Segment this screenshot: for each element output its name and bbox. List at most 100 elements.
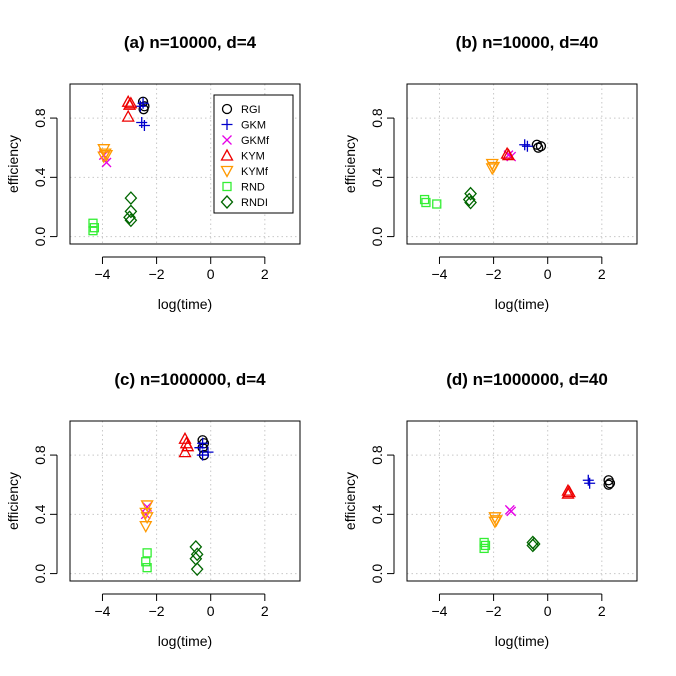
- series-rnd: [419, 194, 442, 209]
- data-point-kym: [561, 486, 575, 499]
- series-rnd: [479, 537, 491, 554]
- x-tick-label: −2: [149, 266, 165, 282]
- y-axis-label: efficiency: [342, 472, 358, 530]
- data-point-kym: [124, 96, 138, 109]
- data-point-rndi: [464, 195, 477, 210]
- x-axis-label: log(time): [495, 296, 549, 312]
- data-point-rnd: [432, 199, 442, 209]
- data-point-kym: [501, 148, 516, 161]
- data-point-rnd: [142, 548, 152, 558]
- data-point-kymf: [485, 163, 499, 176]
- y-tick-label: 0.4: [32, 167, 48, 187]
- y-axis-label: efficiency: [5, 135, 21, 193]
- y-tick-label: 0.0: [369, 564, 385, 584]
- x-tick-label: −4: [431, 603, 447, 619]
- data-point-gkm: [134, 100, 146, 112]
- panel-2: (b) n=10000, d=40 −4 −2 0 2 0.0 0.4 0.8 log(time…: [342, 33, 638, 312]
- y-tick-label: 0.0: [369, 227, 385, 247]
- data-point-gkm: [519, 139, 531, 151]
- data-point-rnd: [141, 557, 151, 567]
- series-kym: [500, 146, 516, 161]
- data-point-rnd: [88, 226, 98, 236]
- data-point-gkm: [582, 474, 594, 486]
- y-tick-label: 0.8: [369, 108, 385, 128]
- y-tick-label: 0.8: [32, 108, 48, 128]
- data-point-kym: [121, 109, 135, 122]
- data-point-rnd: [480, 540, 491, 551]
- panel-4: (d) n=1000000, d=40 −4 −2 0 2 0.0 0.4 0.8 log(ti…: [342, 370, 638, 649]
- series-gkm: [194, 437, 214, 461]
- legend-box: [213, 94, 294, 214]
- x-tick-label: −4: [431, 266, 447, 282]
- y-tick-label: 0.0: [32, 564, 48, 584]
- data-point-gkm: [197, 449, 209, 461]
- data-point-rnd: [479, 537, 489, 548]
- data-point-gkm: [521, 140, 533, 152]
- legend-marker-kym: [220, 148, 234, 161]
- data-point-rndi: [124, 191, 138, 206]
- data-point-kymf: [139, 521, 153, 534]
- series-rndi: [123, 191, 138, 228]
- data-point-gkm: [137, 97, 149, 109]
- data-point-rndi: [124, 204, 138, 219]
- data-point-rgi: [604, 478, 616, 489]
- data-point-rndi: [526, 538, 540, 553]
- plot-frame: [406, 83, 638, 245]
- data-point-rgi: [535, 141, 547, 152]
- data-point-rndi: [124, 213, 138, 228]
- x-axis-label: log(time): [495, 633, 549, 649]
- plot-frame: [69, 83, 301, 245]
- data-point-kym: [178, 445, 192, 458]
- series-kymf: [139, 500, 154, 534]
- x-tick-label: −2: [149, 603, 165, 619]
- y-axis-label: efficiency: [342, 135, 358, 193]
- x-tick-label: 0: [207, 603, 215, 619]
- x-tick-label: 2: [261, 603, 269, 619]
- legend-label-kym: KYM: [241, 151, 265, 163]
- x-tick-label: −4: [94, 266, 110, 282]
- legend-label-rndi: RNDI: [241, 197, 268, 209]
- x-tick-label: 0: [544, 266, 552, 282]
- data-point-gkm: [202, 446, 214, 458]
- y-axis-label: efficiency: [5, 472, 21, 530]
- data-point-rndi: [190, 562, 204, 577]
- x-tick-label: −2: [486, 603, 502, 619]
- data-point-gkmf: [101, 157, 112, 168]
- data-point-rgi: [603, 479, 614, 490]
- series-kym: [178, 431, 195, 458]
- series-gkm: [582, 474, 596, 489]
- series-kymf: [97, 144, 114, 164]
- x-tick-label: 2: [598, 603, 606, 619]
- panel-title: (a) n=10000, d=4: [124, 33, 257, 52]
- data-point-gkmf: [506, 506, 517, 517]
- panel-title: (c) n=1000000, d=4: [114, 370, 266, 389]
- x-tick-label: 2: [598, 266, 606, 282]
- y-tick-label: 0.8: [32, 445, 48, 465]
- series-gkm: [134, 97, 150, 131]
- data-point-rndi: [464, 186, 477, 201]
- legend-label-gkm: GKM: [241, 120, 266, 132]
- data-point-gkm: [138, 119, 150, 131]
- data-point-rnd: [479, 543, 489, 554]
- legend-marker-rgi: [221, 103, 233, 115]
- data-point-rnd: [142, 563, 152, 573]
- data-point-gkm: [136, 117, 148, 129]
- series-rndi: [526, 535, 541, 553]
- legend: RGI GKM GKMf KYM KYMf RND RNDI: [213, 94, 294, 214]
- series-rgi: [603, 475, 616, 490]
- data-point-rnd: [421, 197, 431, 208]
- data-point-kymf: [97, 151, 111, 164]
- data-point-kymf: [140, 512, 154, 525]
- data-point-gkm: [194, 442, 206, 454]
- series-rndi: [189, 539, 204, 577]
- data-point-rndi: [190, 547, 204, 562]
- data-point-rgi: [533, 142, 544, 153]
- legend-marker-rnd: [222, 181, 232, 192]
- x-axis-label: log(time): [158, 296, 212, 312]
- data-point-rnd: [89, 223, 100, 233]
- legend-label-rgi: RGI: [241, 104, 261, 116]
- x-tick-label: 0: [207, 266, 215, 282]
- legend-label-rnd: RND: [241, 182, 265, 194]
- y-tick-label: 0.4: [369, 167, 385, 187]
